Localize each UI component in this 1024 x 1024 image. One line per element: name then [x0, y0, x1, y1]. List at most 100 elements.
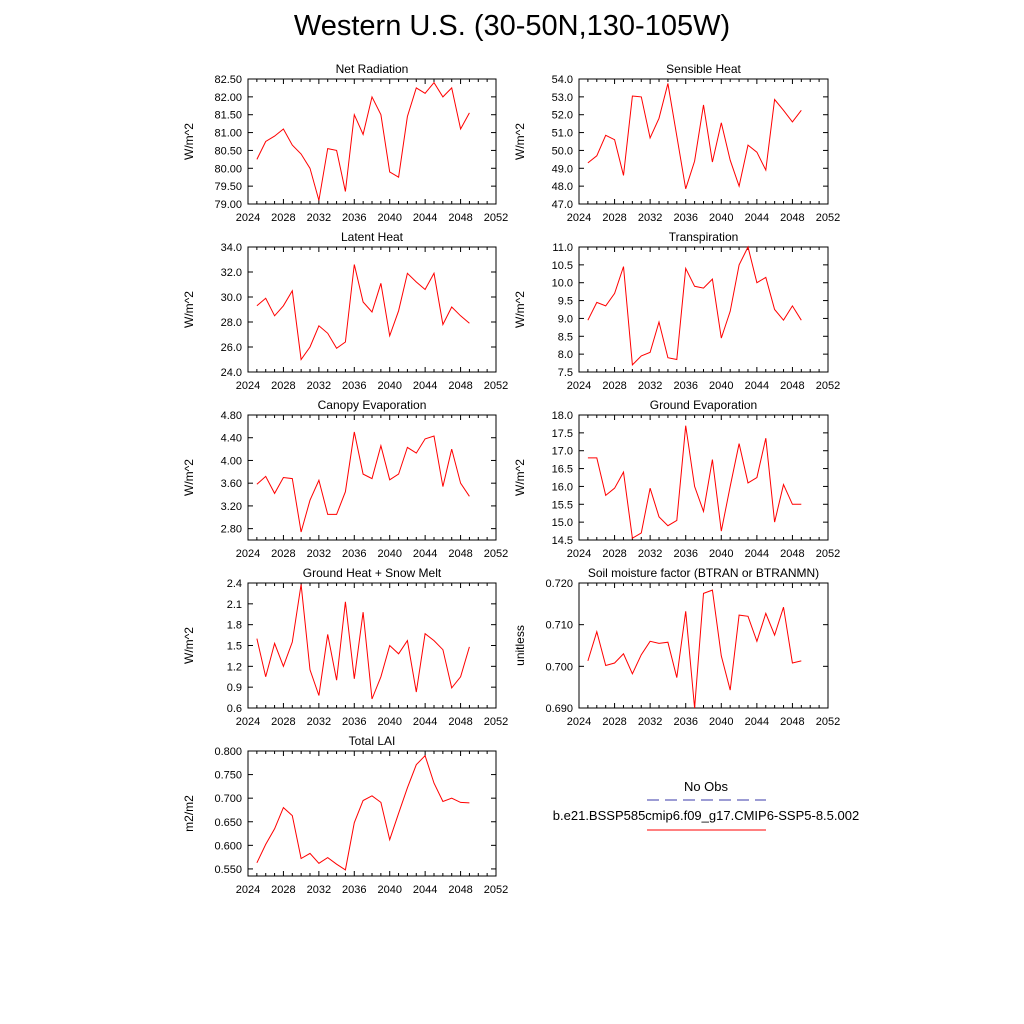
x-tick-label: 2044: [413, 212, 437, 224]
y-tick-label: 79.50: [214, 181, 242, 193]
x-tick-label: 2036: [342, 212, 366, 224]
plot-frame: [247, 582, 497, 709]
x-tick-label: 2036: [342, 884, 366, 896]
x-tick-label: 2048: [448, 380, 472, 392]
x-tick-label: 2032: [307, 716, 331, 728]
y-tick-label: 34.0: [221, 242, 242, 254]
y-tick-label: 0.710: [545, 620, 573, 632]
x-tick-label: 2048: [780, 548, 804, 560]
y-axis-label: W/m^2: [182, 291, 196, 328]
x-tick-label: 2048: [780, 716, 804, 728]
plot-frame: [247, 246, 497, 373]
x-tick-label: 2052: [484, 716, 508, 728]
plot-frame: [578, 414, 829, 541]
x-tick-label: 2032: [638, 548, 662, 560]
panel-title: Net Radiation: [336, 62, 409, 76]
series-line: [256, 584, 470, 700]
y-tick-label: 80.00: [214, 163, 242, 175]
x-tick-label: 2028: [271, 380, 295, 392]
panel-title: Sensible Heat: [666, 62, 741, 76]
y-tick-label: 80.50: [214, 145, 242, 157]
legend-obs-label: No Obs: [683, 779, 729, 794]
x-tick-label: 2032: [638, 380, 662, 392]
x-tick-label: 2040: [709, 380, 733, 392]
y-tick-label: 3.60: [221, 478, 242, 490]
panel-title: Latent Heat: [341, 230, 404, 244]
x-tick-label: 2024: [236, 380, 260, 392]
y-tick-label: 9.0: [558, 313, 573, 325]
x-tick-label: 2052: [816, 716, 840, 728]
y-axis-label: W/m^2: [182, 123, 196, 160]
y-tick-label: 9.5: [558, 296, 573, 308]
plot-frame: [247, 750, 497, 877]
x-tick-label: 2052: [484, 548, 508, 560]
y-tick-label: 54.0: [552, 74, 573, 86]
x-tick-label: 2032: [638, 212, 662, 224]
y-tick-label: 16.0: [552, 481, 573, 493]
x-tick-label: 2052: [484, 380, 508, 392]
y-tick-label: 0.650: [214, 817, 242, 829]
y-tick-label: 8.0: [558, 349, 573, 361]
x-tick-label: 2028: [602, 716, 626, 728]
x-tick-label: 2024: [567, 380, 591, 392]
y-tick-label: 11.0: [552, 242, 573, 254]
x-tick-label: 2024: [236, 548, 260, 560]
series-line: [256, 754, 470, 871]
panel-canopy-evaporation: 2024 2028 2032 2036 2040 2044 2048 2052 2.80 3.20…: [182, 398, 508, 560]
x-tick-label: 2052: [484, 884, 508, 896]
panel-title: Ground Heat + Snow Melt: [303, 566, 442, 580]
x-tick-label: 2028: [602, 548, 626, 560]
page-title: Western U.S. (30-50N,130-105W): [293, 10, 731, 42]
x-tick-label: 2040: [709, 548, 733, 560]
y-tick-label: 3.20: [221, 501, 242, 513]
y-tick-label: 48.0: [552, 181, 573, 193]
x-tick-label: 2036: [342, 716, 366, 728]
y-tick-label: 2.80: [221, 524, 242, 536]
x-tick-label: 2028: [602, 212, 626, 224]
series-line: [587, 589, 802, 709]
y-tick-label: 15.5: [552, 499, 573, 511]
plot-frame: [578, 582, 829, 709]
y-tick-label: 15.0: [552, 517, 573, 529]
y-tick-label: 1.5: [227, 641, 242, 653]
y-axis-label: W/m^2: [513, 291, 527, 328]
y-tick-label: 47.0: [552, 199, 573, 211]
y-tick-label: 82.00: [214, 92, 242, 104]
y-axis-label: unitless: [513, 625, 527, 666]
y-tick-label: 4.00: [221, 455, 242, 467]
x-tick-label: 2024: [567, 548, 591, 560]
x-tick-label: 2024: [236, 716, 260, 728]
x-tick-label: 2052: [816, 212, 840, 224]
series-line: [256, 81, 470, 201]
y-tick-label: 50.0: [552, 145, 573, 157]
y-tick-label: 53.0: [552, 92, 573, 104]
x-tick-label: 2044: [745, 548, 769, 560]
y-tick-label: 0.750: [214, 770, 242, 782]
y-tick-label: 0.700: [214, 793, 242, 805]
y-tick-label: 17.5: [552, 428, 573, 440]
x-tick-label: 2040: [377, 212, 401, 224]
x-tick-label: 2036: [342, 380, 366, 392]
x-tick-label: 2032: [638, 716, 662, 728]
x-tick-label: 2032: [307, 212, 331, 224]
x-tick-label: 2044: [745, 380, 769, 392]
x-tick-label: 2028: [271, 716, 295, 728]
series-line: [587, 425, 802, 540]
y-tick-label: 52.0: [552, 110, 573, 122]
x-tick-label: 2044: [413, 548, 437, 560]
y-tick-label: 81.50: [214, 110, 242, 122]
y-tick-label: 81.00: [214, 128, 242, 140]
x-tick-label: 2032: [307, 884, 331, 896]
y-tick-label: 0.9: [227, 682, 242, 694]
y-tick-label: 17.0: [552, 446, 573, 458]
y-axis-label: m2/m2: [182, 795, 196, 832]
x-tick-label: 2024: [236, 212, 260, 224]
panel-latent-heat: 2024 2028 2032 2036 2040 2044 2048 2052 24.0 26.0…: [182, 230, 508, 392]
y-tick-label: 32.0: [221, 267, 242, 279]
x-tick-label: 2040: [709, 716, 733, 728]
series-line: [256, 264, 470, 361]
y-tick-label: 24.0: [221, 367, 242, 379]
y-tick-label: 4.80: [221, 410, 242, 422]
y-tick-label: 2.4: [227, 578, 242, 590]
y-tick-label: 0.600: [214, 840, 242, 852]
